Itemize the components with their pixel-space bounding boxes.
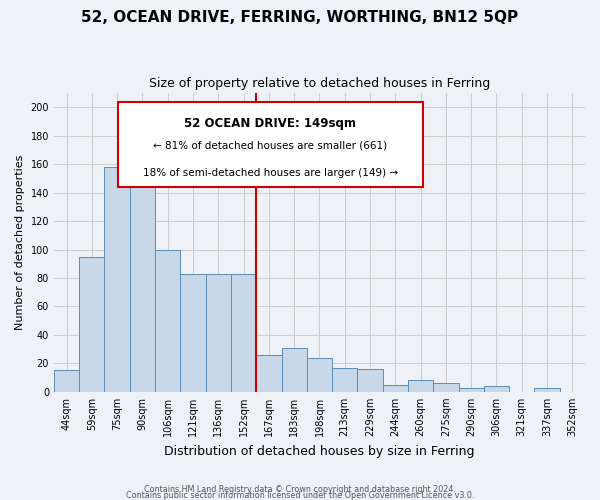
X-axis label: Distribution of detached houses by size in Ferring: Distribution of detached houses by size … (164, 444, 475, 458)
Text: 52 OCEAN DRIVE: 149sqm: 52 OCEAN DRIVE: 149sqm (184, 117, 356, 130)
Bar (206, 274, 231, 392)
Bar (256, 355, 281, 392)
Bar (155, 250, 181, 392)
Bar (307, 358, 332, 392)
Bar (104, 167, 130, 392)
Bar (433, 384, 458, 392)
Bar (130, 177, 155, 392)
Bar (383, 384, 408, 392)
Text: Contains public sector information licensed under the Open Government Licence v3: Contains public sector information licen… (126, 490, 474, 500)
FancyBboxPatch shape (118, 102, 423, 187)
Text: ← 81% of detached houses are smaller (661): ← 81% of detached houses are smaller (66… (153, 141, 388, 151)
Bar (358, 369, 383, 392)
Bar (54, 370, 79, 392)
Y-axis label: Number of detached properties: Number of detached properties (15, 154, 25, 330)
Title: Size of property relative to detached houses in Ferring: Size of property relative to detached ho… (149, 78, 490, 90)
Bar (181, 274, 206, 392)
Text: 52, OCEAN DRIVE, FERRING, WORTHING, BN12 5QP: 52, OCEAN DRIVE, FERRING, WORTHING, BN12… (82, 10, 518, 25)
Bar (408, 380, 433, 392)
Text: 18% of semi-detached houses are larger (149) →: 18% of semi-detached houses are larger (… (143, 168, 398, 177)
Bar (484, 386, 509, 392)
Bar (79, 256, 104, 392)
Bar (535, 388, 560, 392)
Bar (458, 388, 484, 392)
Bar (332, 368, 358, 392)
Bar (281, 348, 307, 392)
Bar (231, 274, 256, 392)
Text: Contains HM Land Registry data © Crown copyright and database right 2024.: Contains HM Land Registry data © Crown c… (144, 484, 456, 494)
